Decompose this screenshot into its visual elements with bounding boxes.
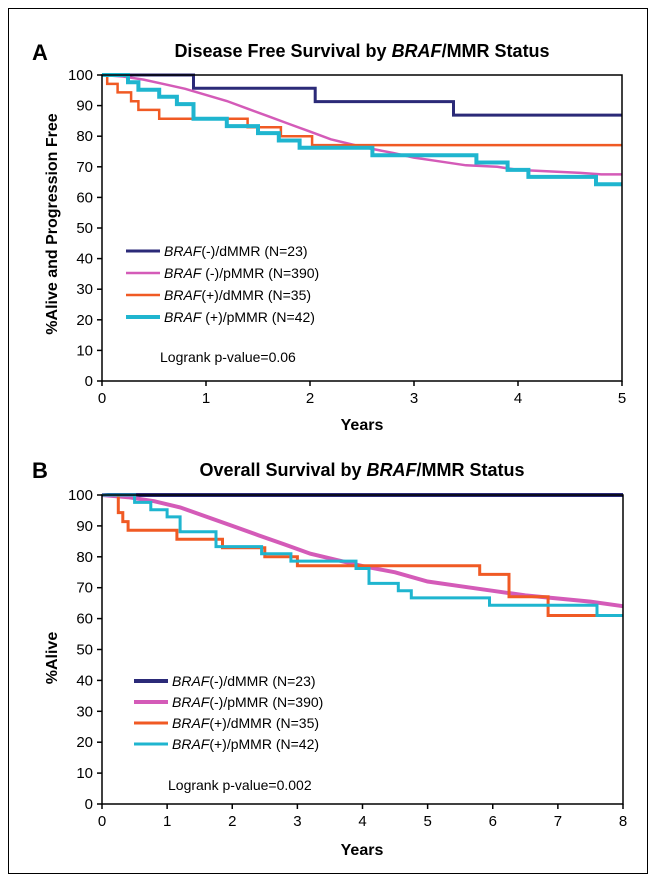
- panel-a-x-tick-label: 1: [202, 390, 210, 407]
- panel-b-x-tick-label: 0: [98, 813, 106, 830]
- panel-b-y-tick-label: 90: [76, 518, 93, 535]
- panel-b-plot-frame: [101, 494, 624, 805]
- panel-b-y-tick-label: 70: [76, 580, 93, 597]
- panel-b-series-line-3: [102, 493, 604, 617]
- panel-a-series-line-4: [102, 73, 622, 187]
- panel-b-legend-label-2: BRAF(-)/pMMR (N=390): [172, 694, 323, 710]
- panel-a-letter: A: [32, 40, 48, 65]
- panel-a-series-line-1: [102, 73, 622, 117]
- panel-a-y-axis-label: %Alive and Progression Free: [44, 113, 61, 335]
- panel-a-x-tick-label: 0: [98, 390, 106, 407]
- panel-a-chart: A Disease Free Survival by BRAF/MMR Stat…: [32, 40, 626, 434]
- panel-b-legend: BRAF(-)/dMMR (N=23) BRAF(-)/pMMR (N=390) B…: [134, 673, 323, 752]
- panel-a-legend-label-4: BRAF (+)/pMMR (N=42): [164, 309, 315, 325]
- panel-b-y-tick-label: 100: [68, 487, 93, 504]
- panel-a-x-tick-label: 2: [306, 390, 314, 407]
- panel-b-y-tick-label: 60: [76, 611, 93, 628]
- panel-b-y-tick-label: 80: [76, 549, 93, 566]
- panel-b-y-tick-label: 20: [76, 734, 93, 751]
- panel-a-series-line-3: [102, 73, 622, 147]
- panel-b-x-tick-label: 6: [489, 813, 497, 830]
- panel-a-y-tick-label: 80: [76, 128, 93, 145]
- panel-a-y-tick-label: 50: [76, 220, 93, 237]
- panel-b-letter: B: [32, 458, 48, 483]
- panel-a-series-lines: [101, 73, 622, 187]
- panel-b-y-tick-label: 50: [76, 642, 93, 659]
- panel-a-y-tick-label: 40: [76, 251, 93, 268]
- panel-b-x-tick-label: 7: [554, 813, 562, 830]
- panel-a-plot-frame: [101, 74, 623, 382]
- panel-a-x-axis-label: Years: [341, 417, 384, 434]
- panel-b-y-axis-label: %Alive: [44, 632, 61, 685]
- panel-b-x-tick-label: 4: [358, 813, 366, 830]
- panel-a-y-tick-label: 100: [68, 67, 93, 84]
- panel-b-legend-label-3: BRAF(+)/dMMR (N=35): [172, 715, 319, 731]
- panel-a-y-tick-label: 60: [76, 189, 93, 206]
- panel-a-y-tick-label: 20: [76, 312, 93, 329]
- panel-b-series-lines: [101, 493, 624, 617]
- panel-a-logrank-note: Logrank p-value=0.06: [160, 349, 296, 365]
- panel-a-y-tick-label: 10: [76, 342, 93, 359]
- panel-a-x-tick-label: 5: [618, 390, 626, 407]
- panel-a-title: Disease Free Survival by BRAF/MMR Status: [174, 41, 549, 61]
- panel-a-legend-label-3: BRAF(+)/dMMR (N=35): [164, 287, 311, 303]
- panel-b-x-axis-label: Years: [341, 842, 384, 859]
- panel-a-series-line-2: [101, 73, 622, 176]
- panel-a-x-tick-label: 3: [410, 390, 418, 407]
- panel-b-legend-label-1: BRAF(-)/dMMR (N=23): [172, 673, 316, 689]
- figure-frame: [8, 8, 648, 874]
- panel-b-y-tick-label: 30: [76, 703, 93, 720]
- panel-b-chart: B Overall Survival by BRAF/MMR Status Ye…: [32, 458, 627, 859]
- panel-a-y-tick-label: 90: [76, 98, 93, 115]
- panel-a-legend-label-2: BRAF (-)/pMMR (N=390): [164, 265, 319, 281]
- panel-b-x-tick-label: 2: [228, 813, 236, 830]
- panel-b-x-tick-label: 5: [423, 813, 431, 830]
- panel-b-x-tick-label: 8: [619, 813, 627, 830]
- panel-a-y-tick-label: 0: [85, 373, 93, 390]
- panel-a-legend-label-1: BRAF(-)/dMMR (N=23): [164, 243, 308, 259]
- panel-b-logrank-note: Logrank p-value=0.002: [168, 777, 312, 793]
- panel-a-legend: BRAF(-)/dMMR (N=23) BRAF (-)/pMMR (N=390)…: [126, 243, 319, 325]
- panel-b-y-tick-label: 10: [76, 765, 93, 782]
- panel-b-series-line-4: [102, 493, 623, 617]
- panel-a-x-tick-label: 4: [514, 390, 522, 407]
- panel-a-y-tick-label: 70: [76, 159, 93, 176]
- panel-b-legend-label-4: BRAF(+)/pMMR (N=42): [172, 736, 319, 752]
- panel-b-x-tick-label: 3: [293, 813, 301, 830]
- panel-b-x-tick-label: 1: [163, 813, 171, 830]
- panel-b-title: Overall Survival by BRAF/MMR Status: [199, 460, 524, 480]
- panel-b-series-line-2: [101, 493, 624, 609]
- panel-a-y-tick-label: 30: [76, 281, 93, 298]
- panel-b-y-tick-label: 0: [85, 796, 93, 813]
- panel-b-y-tick-label: 40: [76, 672, 93, 689]
